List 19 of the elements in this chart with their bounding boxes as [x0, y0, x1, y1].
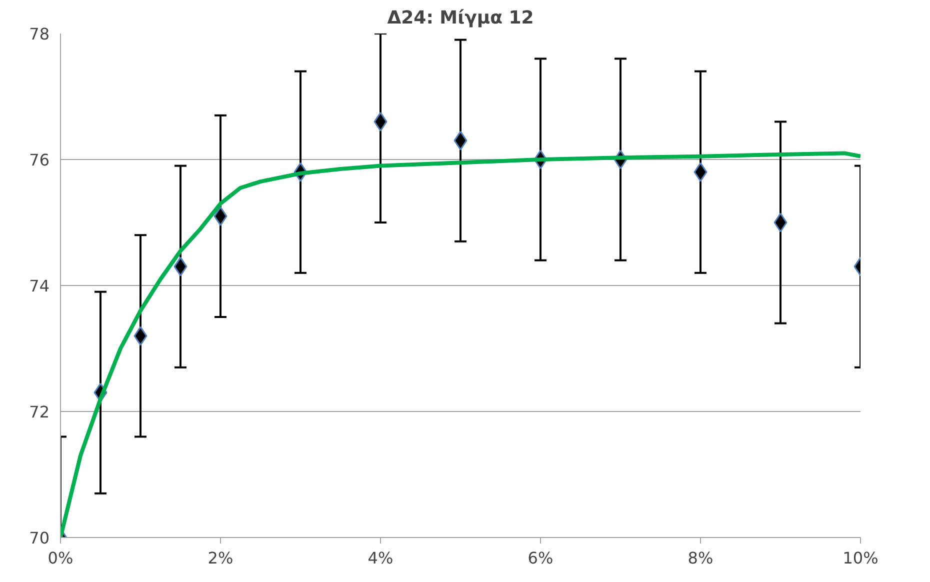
x-tick-label: 0% — [48, 548, 74, 568]
point — [374, 112, 388, 132]
x-tick-label: 6% — [528, 548, 554, 568]
x-tick-label: 10% — [842, 548, 878, 568]
x-tick-label: 4% — [368, 548, 394, 568]
x-tick-label: 8% — [688, 548, 714, 568]
y-tick-label: 72 — [29, 402, 50, 422]
point — [214, 206, 228, 226]
point — [774, 212, 788, 232]
point — [174, 256, 188, 276]
chart-title: Δ24: Μίγμα 12 — [387, 8, 534, 28]
y-tick-label: 76 — [29, 150, 50, 170]
y-tick-label: 70 — [29, 528, 50, 548]
x-tick-label: 2% — [208, 548, 234, 568]
point — [454, 130, 468, 150]
y-tick-label: 78 — [29, 24, 50, 44]
point — [134, 326, 148, 346]
point — [694, 162, 708, 182]
y-tick-label: 74 — [29, 276, 50, 296]
